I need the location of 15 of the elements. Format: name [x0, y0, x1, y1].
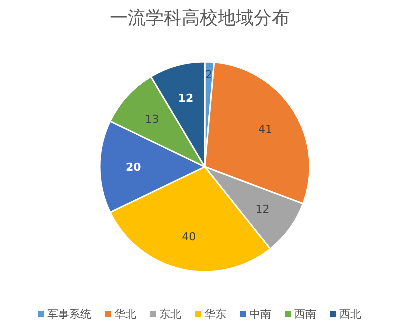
legend-label: 军事系统	[48, 308, 92, 321]
legend-label: 中南	[250, 308, 272, 321]
data-label: 12	[256, 202, 270, 216]
legend-label: 东北	[160, 308, 182, 321]
data-label: 20	[126, 161, 142, 174]
legend-label: 西南	[294, 308, 316, 321]
data-label: 40	[182, 230, 196, 244]
legend-label: 西北	[340, 308, 362, 321]
data-label: 2	[206, 68, 213, 82]
data-label: 12	[178, 92, 194, 106]
data-label: 41	[258, 123, 272, 136]
data-label: 13	[145, 112, 160, 126]
chart-title: 一流学科高校地域分布	[110, 8, 290, 29]
legend-label: 华东	[204, 308, 226, 321]
legend-label: 华北	[114, 308, 136, 321]
